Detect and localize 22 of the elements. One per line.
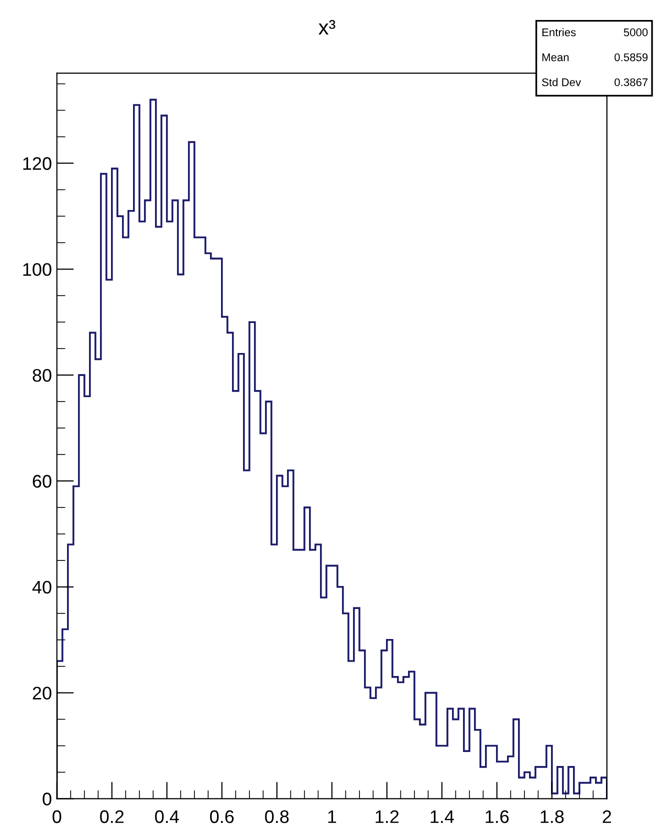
y-tick-label: 60 — [32, 474, 52, 488]
x-tick-label: 1.8 — [540, 810, 564, 824]
x-tick-label: 1.4 — [430, 810, 454, 823]
y-tick-label: 80 — [32, 369, 52, 382]
x-tick-label: 1.2 — [376, 810, 399, 823]
x-tick-label: 2 — [602, 810, 612, 823]
y-tick-label: 0 — [42, 792, 52, 806]
text: Entries 5000 — [542, 28, 648, 36]
y-tick-label: 120 — [23, 157, 52, 170]
text: Std Dev 0.3867 — [542, 78, 648, 86]
chart-title: x³ — [318, 20, 336, 35]
x-tick-label: 0 — [52, 810, 62, 824]
text: Mean 0.5859 — [542, 53, 648, 62]
x-tick-label: 0.4 — [155, 810, 179, 824]
x-tick-label: 1 — [328, 810, 336, 823]
x-tick-label: 1.6 — [486, 810, 509, 824]
x-tick-label: 0.2 — [100, 810, 124, 824]
y-tick-label: 100 — [23, 263, 52, 276]
x-tick-label: 0.6 — [210, 810, 234, 824]
x-tick-label: 0.8 — [265, 810, 289, 824]
y-tick-label: 40 — [32, 580, 52, 594]
y-tick-label: 20 — [32, 686, 52, 700]
